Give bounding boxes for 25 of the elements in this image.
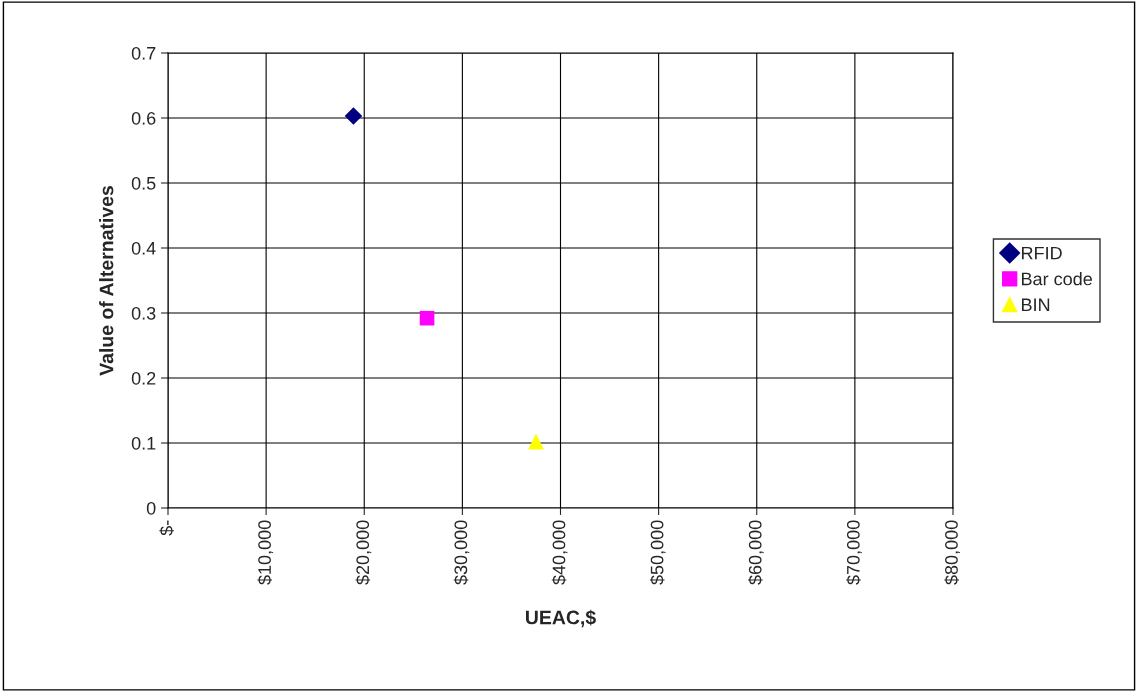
x-tick-label: $50,000 (649, 520, 666, 585)
x-tick-label: $70,000 (846, 520, 862, 585)
y-tick-label: 0.3 (131, 306, 156, 320)
y-tick-label: 0.6 (131, 111, 156, 125)
y-tick-label: 0.7 (131, 46, 156, 60)
x-axis-title: UEAC,$ (526, 609, 596, 628)
y-tick-label: 0.1 (131, 436, 156, 450)
y-tick-label: 0 (146, 501, 156, 515)
legend-label: RFID (1021, 246, 1062, 260)
point (344, 107, 363, 125)
point (528, 433, 544, 450)
y-axis-title: Value of Alternatives (99, 186, 114, 376)
x-tick-label: $40,000 (551, 520, 568, 585)
x-tick-label: $60,000 (748, 520, 764, 585)
y-tick-label: 0.4 (131, 241, 156, 255)
legend-label: BIN (1021, 298, 1050, 312)
x-tick-label: $10,000 (257, 520, 274, 585)
y-tick-label: 0.2 (131, 371, 156, 385)
y-tick-label: 0.5 (131, 176, 156, 190)
point (419, 310, 435, 326)
x-tick-label: $20,000 (355, 520, 372, 585)
x-tick-label: $- (159, 520, 174, 536)
x-tick-label: $80,000 (944, 520, 960, 585)
legend-label: Bar code (1021, 272, 1092, 286)
x-tick-label: $30,000 (453, 520, 470, 585)
